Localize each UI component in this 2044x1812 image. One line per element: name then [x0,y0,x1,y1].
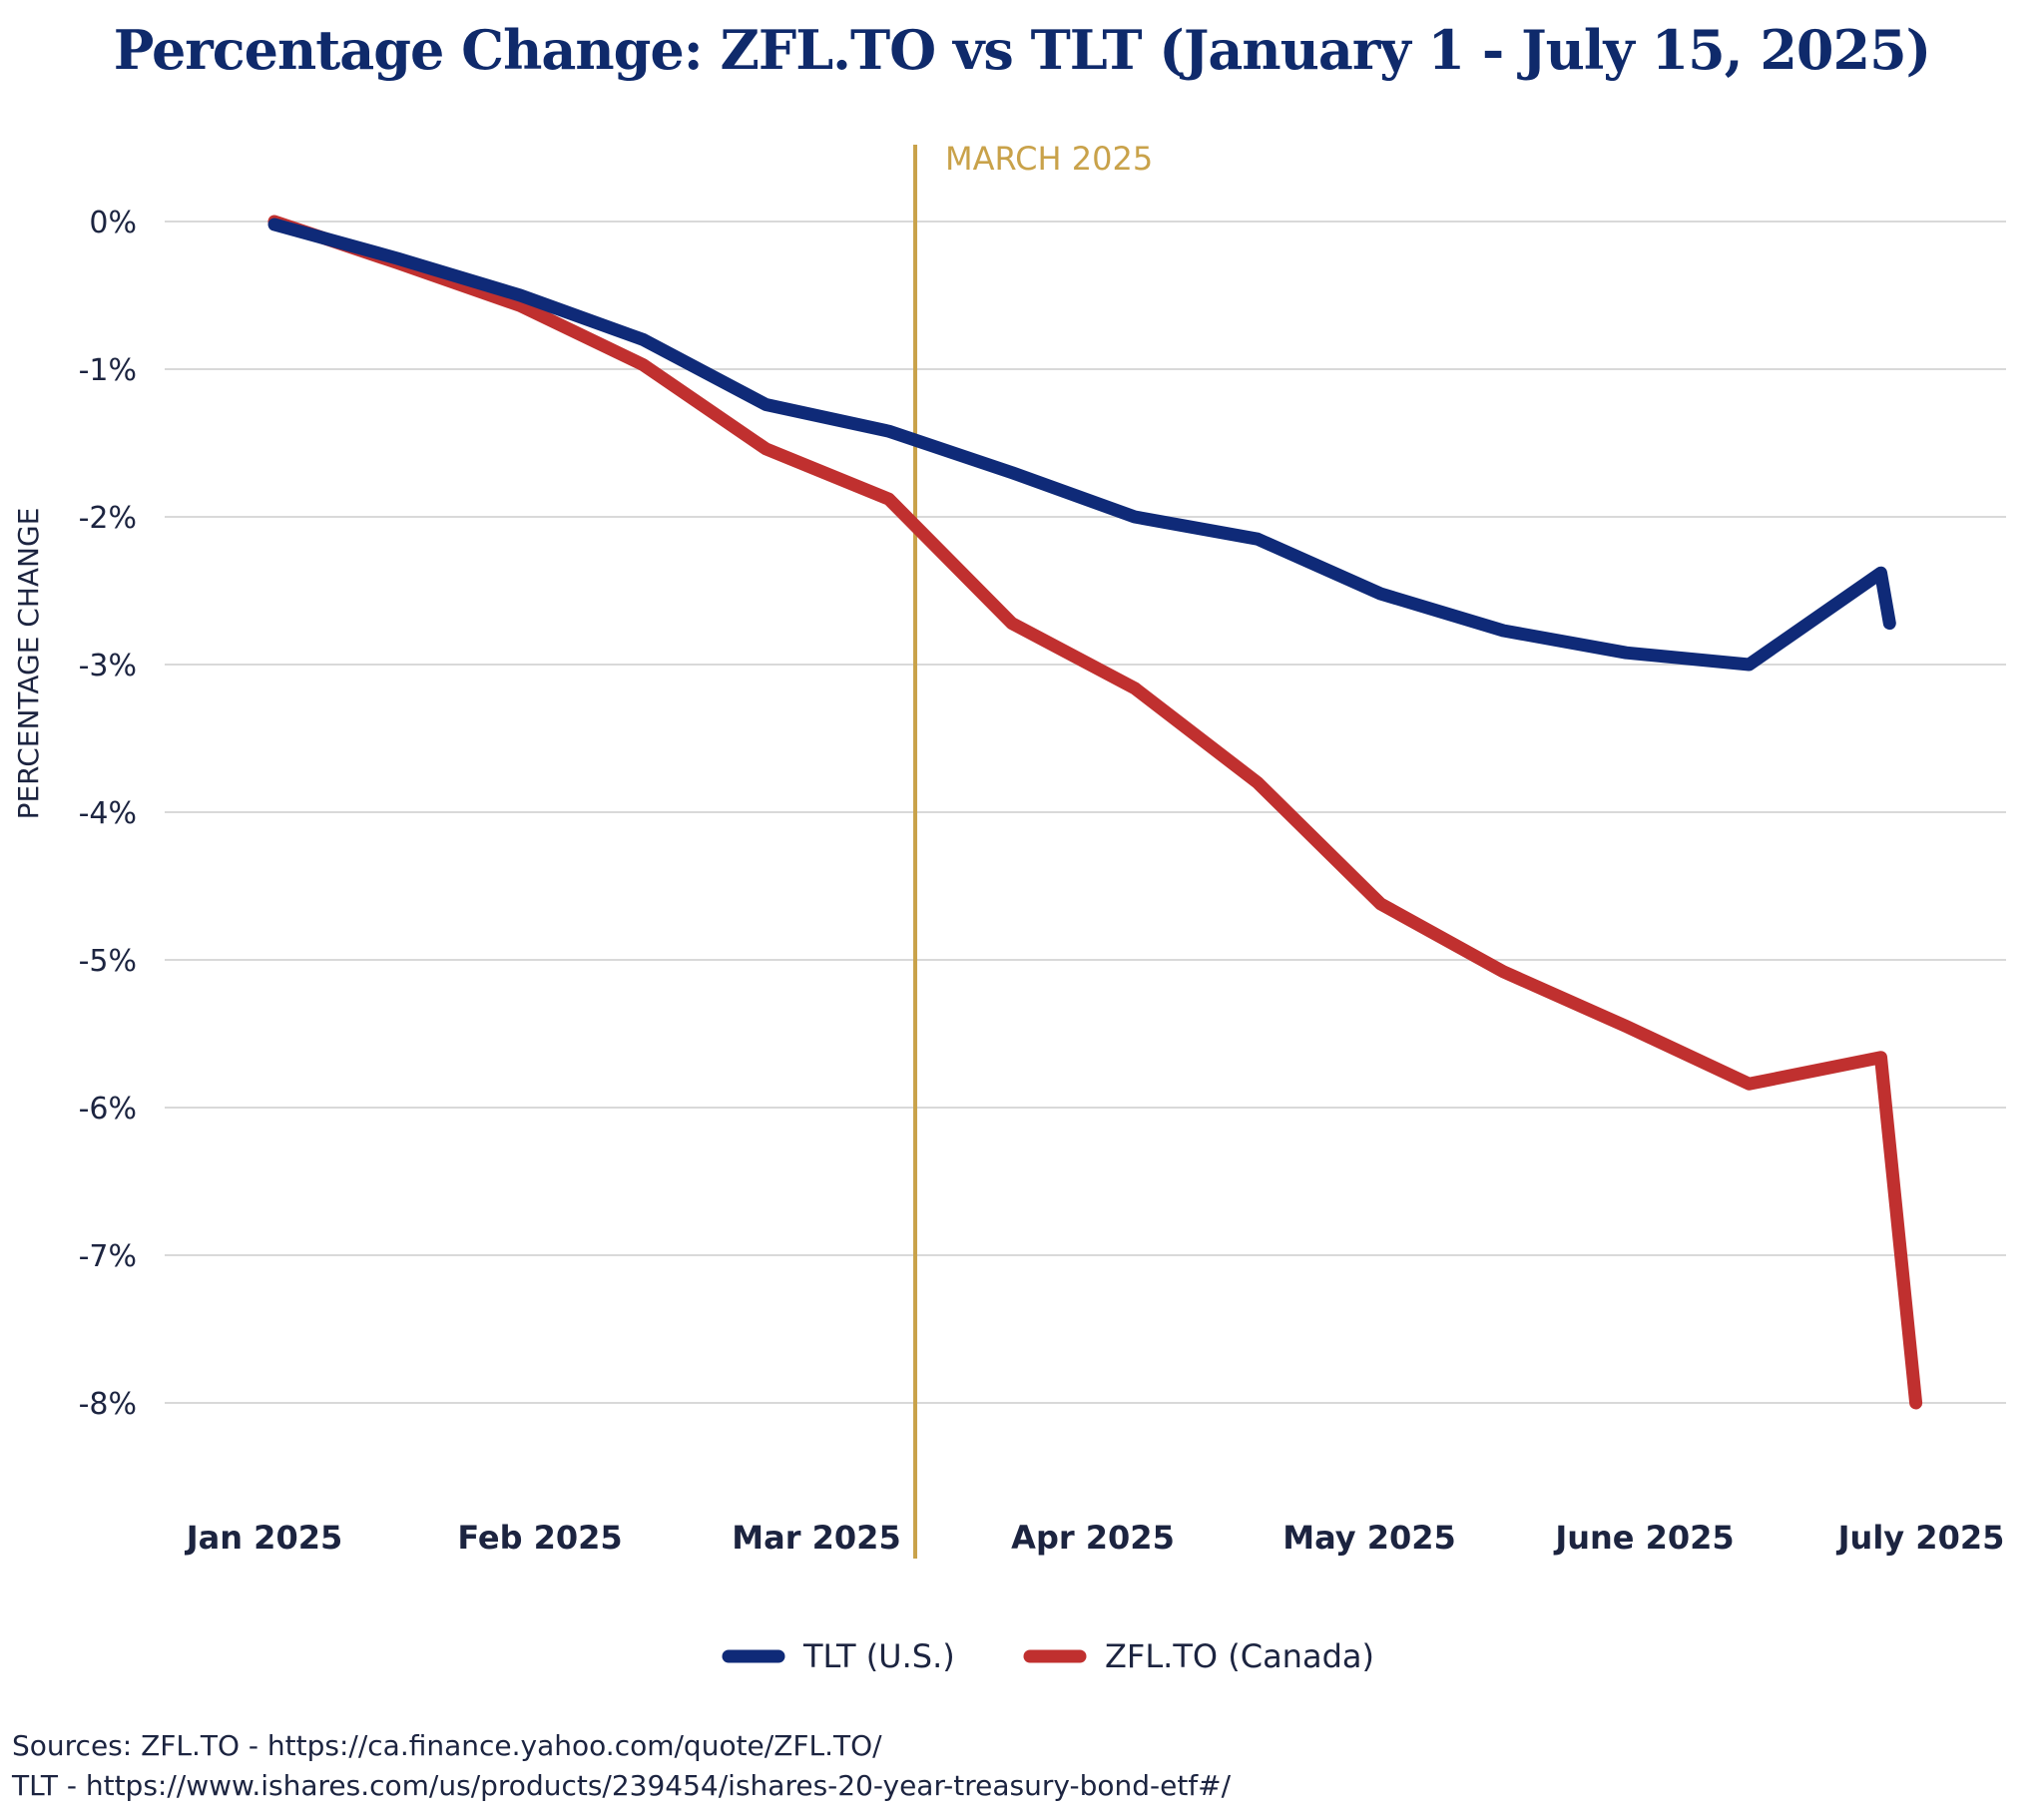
sources-line-1: Sources: ZFL.TO - https://ca.finance.yah… [12,1729,882,1762]
y-tick-label: -8% [79,1387,137,1422]
chart-title: Percentage Change: ZFL.TO vs TLT (Januar… [113,18,1931,82]
y-tick-label: -3% [79,649,137,683]
x-tick-label: July 2025 [1836,1519,2005,1557]
y-tick-label: -6% [79,1092,137,1127]
sources-line-2: TLT - https://www.ishares.com/us/product… [12,1769,1232,1802]
x-tick-label: June 2025 [1553,1519,1734,1557]
y-tick-label: -4% [79,796,137,831]
legend-label-zfl: ZFL.TO (Canada) [1105,1637,1374,1675]
y-tick-label: -7% [79,1239,137,1274]
y-axis-label: PERCENTAGE CHANGE [12,508,45,820]
series-line-zfl [267,215,1923,1410]
y-tick-label: 0% [89,206,137,240]
x-tick-label: Apr 2025 [1011,1519,1175,1557]
x-tick-label: Mar 2025 [732,1519,900,1557]
sources-note: Sources: ZFL.TO - https://ca.finance.yah… [12,1726,1231,1806]
x-tick-label: Jan 2025 [185,1519,342,1557]
y-tick-label: -1% [79,353,137,388]
x-tick-label: May 2025 [1282,1519,1456,1557]
series-line-tlt [267,218,1896,672]
y-tick-label: -5% [79,944,137,979]
y-tick-label: -2% [79,501,137,536]
x-tick-label: Feb 2025 [457,1519,622,1557]
march-2025-marker-label: MARCH 2025 [945,140,1153,178]
legend-label-tlt: TLT (U.S.) [802,1637,955,1675]
